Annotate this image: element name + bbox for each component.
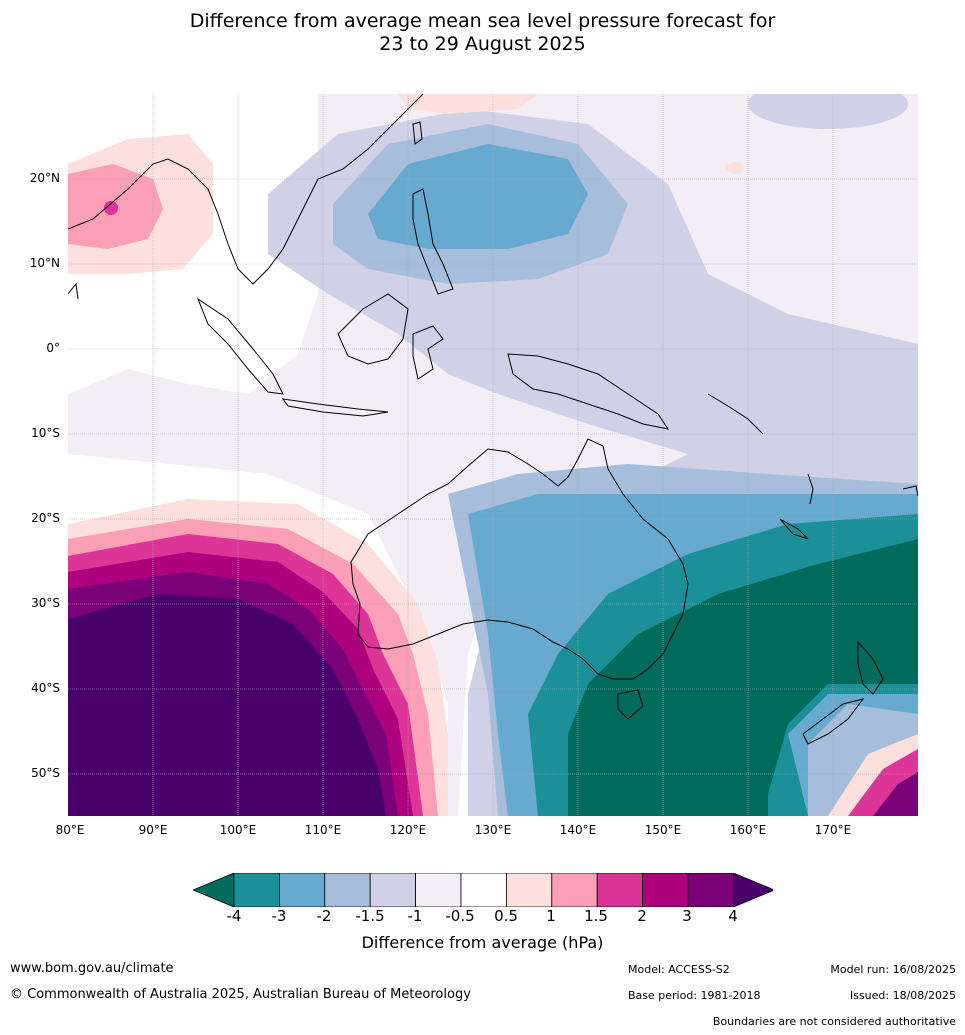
coastline-mainland-asia [68, 94, 424, 285]
legend-colorbar-svg [191, 872, 776, 908]
legend-tick: -0.5 [445, 907, 475, 925]
coastline-solomons [707, 393, 764, 435]
coastline-tasmania [617, 689, 644, 720]
lon-label-90e: 90°E [138, 823, 168, 837]
legend-swatch [596, 872, 644, 908]
coastline-borneo [337, 293, 409, 365]
legend-tick: 1 [546, 907, 556, 925]
legend-tick: 4 [728, 907, 738, 925]
title-line-1: Difference from average mean sea level p… [189, 10, 776, 32]
pressure-anomaly-map [68, 94, 918, 816]
anomaly-patch-northeast [748, 94, 908, 129]
legend-swatch [551, 872, 598, 908]
lat-label-10s: 10°S [31, 426, 60, 440]
legend-colorbar [191, 872, 776, 908]
legend-label: Difference from average (hPa) [361, 933, 604, 952]
map-canvas [68, 94, 918, 816]
anomaly-band-blue [368, 144, 588, 249]
legend-tick: -3 [271, 907, 287, 925]
footer-model: Model: ACCESS-S2 [628, 963, 730, 976]
legend-tick: -4 [226, 907, 242, 925]
lon-label-140e: 140°E [559, 823, 597, 837]
lat-label-50s: 50°S [31, 766, 60, 780]
legend-tick: 1.5 [584, 907, 608, 925]
coastline-fiji [902, 485, 918, 497]
coastline-new-zealand-north [857, 640, 884, 695]
coastline-vanuatu [807, 473, 814, 505]
footer-issued: Issued: 18/08/2025 [849, 989, 956, 1002]
legend-tick: 0.5 [494, 907, 518, 925]
lon-label-80e: 80°E [55, 823, 85, 837]
footer-copyright: © Commonwealth of Australia 2025, Austra… [10, 987, 471, 1002]
coastline-philippines [412, 188, 454, 295]
coastline-sulawesi [412, 325, 444, 380]
lat-label-30s: 30°S [31, 596, 60, 610]
lat-label-20n: 20°N [29, 171, 60, 185]
legend-tick: -2 [316, 907, 332, 925]
coastline-australia [350, 438, 689, 680]
legend-swatch [687, 872, 734, 908]
legend-swatch [642, 872, 689, 908]
lon-label-100e: 100°E [219, 823, 257, 837]
legend-swatch [460, 872, 507, 908]
footer-base-period: Base period: 1981-2018 [628, 989, 761, 1002]
coastline-india [68, 282, 79, 300]
coastline-taiwan [412, 121, 423, 145]
lon-label-150e: 150°E [644, 823, 682, 837]
legend-swatch [279, 872, 326, 908]
coastline-new-zealand-south [802, 698, 865, 745]
legend-swatch [415, 872, 462, 908]
map-title: Difference from average mean sea level p… [0, 10, 965, 56]
coastline-new-guinea [507, 353, 670, 430]
legend-tick: -1 [407, 907, 423, 925]
legend-swatch [733, 872, 776, 908]
anomaly-positive-southeast-core [873, 772, 918, 816]
legend-tick: -1.5 [355, 907, 385, 925]
lon-label-170e: 170°E [814, 823, 852, 837]
lon-label-130e: 130°E [474, 823, 512, 837]
legend-tick: 2 [637, 907, 647, 925]
legend-swatch [233, 872, 280, 908]
graticule [68, 94, 918, 816]
coastline-java [281, 398, 389, 417]
anomaly-positive-small-patch [726, 162, 744, 174]
lat-label-0: 0° [46, 341, 60, 355]
footer-model-run: Model run: 16/08/2025 [830, 963, 956, 976]
legend-swatch [369, 872, 416, 908]
coastlines [68, 94, 918, 745]
lat-label-20s: 20°S [31, 511, 60, 525]
lon-label-120e: 120°E [389, 823, 427, 837]
title-line-2: 23 to 29 August 2025 [379, 33, 586, 55]
legend-tick: 3 [682, 907, 692, 925]
anomaly-positive-north-patch [398, 94, 538, 114]
anomaly-band-dark-teal [568, 539, 918, 816]
coastline-new-caledonia [779, 518, 809, 540]
lon-label-160e: 160°E [729, 823, 767, 837]
legend-swatch [324, 872, 371, 908]
anomaly-positive-southwest-6 [68, 594, 386, 816]
legend-swatch [505, 872, 553, 908]
legend-swatch [191, 872, 235, 908]
coastline-sumatra [196, 297, 284, 395]
lat-label-10n: 10°N [29, 256, 60, 270]
anomaly-positive-northwest-core [104, 201, 118, 215]
lon-label-110e: 110°E [304, 823, 342, 837]
footer-disclaimer: Boundaries are not considered authoritat… [712, 1015, 956, 1028]
footer-website: www.bom.gov.au/climate [10, 961, 174, 976]
lat-label-40s: 40°S [31, 681, 60, 695]
